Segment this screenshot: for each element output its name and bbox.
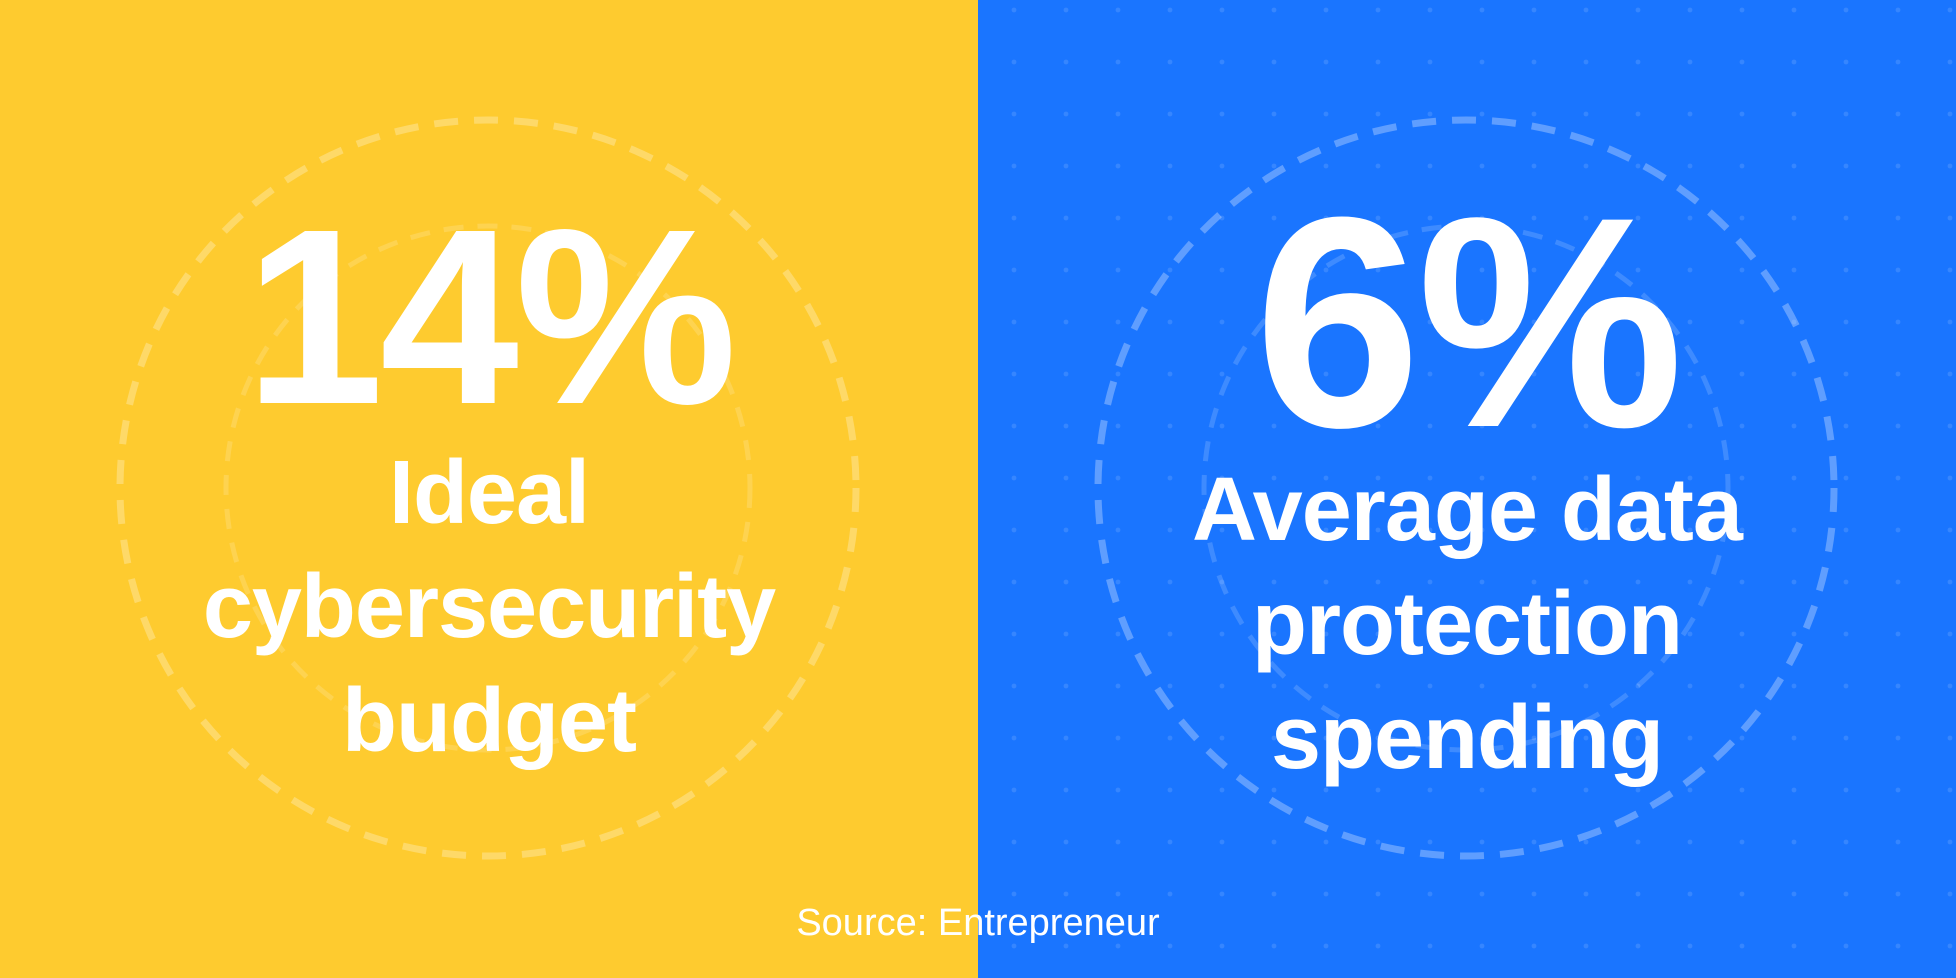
right-stat-label-line: protection xyxy=(1252,574,1683,674)
dashed-circle-decoration xyxy=(0,0,978,978)
left-stat-label-line: Ideal xyxy=(388,443,590,543)
dotted-grid-decoration xyxy=(978,0,1956,978)
right-stat-label: Average data protection spending xyxy=(978,465,1956,807)
left-stat-value: 14% xyxy=(244,177,737,456)
left-stat-label-line: budget xyxy=(342,671,637,771)
right-stat-panel: 6% Average data protection spending xyxy=(978,0,1956,978)
left-stat-label-line: cybersecurity xyxy=(202,557,776,657)
right-stat-value: 6% xyxy=(1254,154,1684,490)
left-stat-label: Ideal cybersecurity budget xyxy=(0,448,978,790)
right-stat-label-line: spending xyxy=(1271,688,1664,788)
source-caption: Source: Entrepreneur xyxy=(796,902,1160,944)
left-stat-panel: 14% Ideal cybersecurity budget xyxy=(0,0,978,978)
right-stat-label-line: Average data xyxy=(1192,460,1743,560)
